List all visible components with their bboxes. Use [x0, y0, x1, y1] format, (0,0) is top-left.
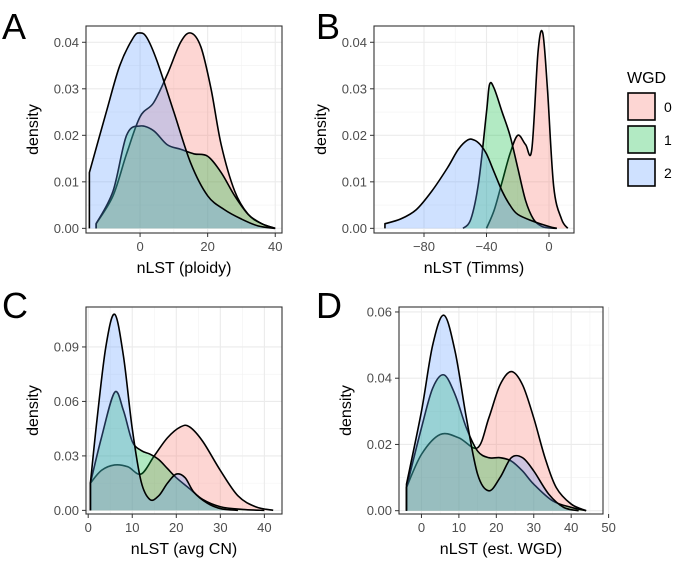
legend-title: WGD	[627, 70, 666, 87]
density-outline-wgd-0	[405, 370, 587, 512]
x-tick-label: 30	[213, 520, 227, 535]
density-outline-wgd-2	[89, 313, 239, 512]
panel-b: −80 −40 0 0.00 0.01 0.02 0.03 0.04 nLST (Timms) d…	[313, 6, 575, 277]
density-outline-wgd-1	[462, 81, 557, 230]
y-tick-label: 0.02	[342, 128, 367, 143]
y-tick-label: 0.04	[54, 35, 79, 50]
x-tick-label: 0	[85, 520, 92, 535]
y-axis-title: density	[338, 385, 355, 436]
x-tick-label: 20	[169, 520, 183, 535]
plot-background	[86, 26, 282, 233]
density-outline-wgd-1	[89, 390, 265, 512]
y-axis-title: density	[313, 104, 330, 155]
x-tick-label: 20	[200, 239, 214, 254]
density-outline-wgd-0	[485, 29, 569, 229]
x-tick-label: 30	[527, 520, 541, 535]
density-area-wgd-1	[96, 125, 276, 229]
legend-key-background	[627, 125, 656, 154]
panel-border	[85, 306, 283, 515]
legend-key-2: 2	[627, 158, 672, 187]
panel-border	[85, 25, 283, 234]
x-tick-label: 40	[257, 520, 271, 535]
y-tick-label: 0.03	[54, 81, 79, 96]
x-tick-label: 0	[545, 239, 552, 254]
density-outline-wgd-2	[88, 32, 276, 230]
legend-key-background	[627, 158, 656, 187]
density-area-wgd-2	[90, 314, 238, 511]
x-tick-label: −40	[475, 239, 497, 254]
legend-key-background	[627, 92, 656, 121]
panel-d: 0 10 20 30 40 50 0.00 0.02 0.04 0.06 nLST (est. WG…	[316, 285, 616, 558]
y-tick-label: 0.00	[54, 503, 79, 518]
y-tick-label: 0.04	[367, 371, 392, 386]
density-area-wgd-2	[89, 32, 276, 229]
density-outline-wgd-0	[89, 424, 274, 512]
y-tick-label: 0.03	[54, 448, 79, 463]
x-tick-label: −80	[413, 239, 435, 254]
y-tick-label: 0.00	[54, 221, 79, 236]
y-axis-title: density	[25, 104, 42, 155]
x-tick-label: 0	[136, 239, 143, 254]
y-tick-label: 0.00	[342, 221, 367, 236]
x-axis-title: nLST (avg CN)	[131, 541, 237, 558]
y-tick-label: 0.06	[367, 304, 392, 319]
y-tick-label: 0.03	[342, 81, 367, 96]
density-outline-wgd-2	[405, 314, 579, 512]
density-area-wgd-0	[486, 30, 568, 229]
legend-keys: 0 1 2	[627, 92, 672, 187]
density-areas	[88, 32, 276, 230]
density-area-wgd-0	[90, 425, 274, 511]
x-axis-title: nLST (est. WGD)	[440, 541, 562, 558]
panel-letter: B	[316, 6, 340, 47]
x-tick-label: 10	[125, 520, 139, 535]
density-area-wgd-1	[90, 391, 265, 511]
y-tick-label: 0.04	[342, 35, 367, 50]
y-tick-label: 0.02	[367, 437, 392, 452]
density-area-wgd-2	[384, 139, 557, 229]
y-tick-label: 0.02	[54, 128, 79, 143]
y-tick-label: 0.00	[367, 503, 392, 518]
legend: WGD 0 1 2	[627, 70, 672, 187]
plot-background	[374, 26, 574, 233]
y-tick-label: 0.01	[342, 174, 367, 189]
x-tick-label: 10	[452, 520, 466, 535]
density-area-wgd-2	[406, 315, 579, 511]
density-outline-wgd-2	[384, 138, 557, 230]
x-tick-label: 0	[418, 520, 425, 535]
legend-label: 2	[664, 165, 672, 181]
legend-swatch	[627, 158, 656, 187]
panel-border	[398, 306, 604, 515]
x-axis-title: nLST (ploidy)	[137, 260, 232, 277]
legend-swatch	[627, 125, 656, 154]
density-areas	[405, 314, 587, 512]
y-tick-label: 0.01	[54, 174, 79, 189]
panel-c: 0 10 20 30 40 0.00 0.03 0.06 0.09 nLST (avg CN) de…	[2, 285, 283, 558]
legend-key-0: 0	[627, 92, 672, 121]
density-areas	[384, 29, 569, 230]
legend-label: 1	[664, 132, 672, 148]
x-tick-label: 50	[601, 520, 615, 535]
density-outline-wgd-1	[405, 373, 587, 512]
panel-border	[373, 25, 575, 234]
y-tick-label: 0.06	[54, 394, 79, 409]
panel-letter: C	[2, 285, 28, 326]
plot-background	[86, 307, 282, 514]
x-tick-label: 20	[489, 520, 503, 535]
legend-label: 0	[664, 99, 672, 115]
density-area-wgd-0	[406, 371, 587, 511]
panel-letter: D	[316, 285, 342, 326]
y-axis-title: density	[25, 385, 42, 436]
x-tick-label: 40	[564, 520, 578, 535]
x-axis-title: nLST (Timms)	[424, 260, 524, 277]
x-tick-label: 40	[268, 239, 282, 254]
y-tick-label: 0.09	[54, 339, 79, 354]
panel-a: 0 20 40 0.00 0.01 0.02 0.03 0.04 nLST (ploidy) de…	[2, 6, 283, 277]
density-areas	[89, 313, 274, 512]
density-area-wgd-1	[406, 374, 587, 511]
panel-letter: A	[2, 6, 26, 47]
legend-swatch	[627, 92, 656, 121]
panels: 0 20 40 0.00 0.01 0.02 0.03 0.04 nLST (ploidy) de…	[2, 6, 616, 558]
legend-key-1: 1	[627, 125, 672, 154]
